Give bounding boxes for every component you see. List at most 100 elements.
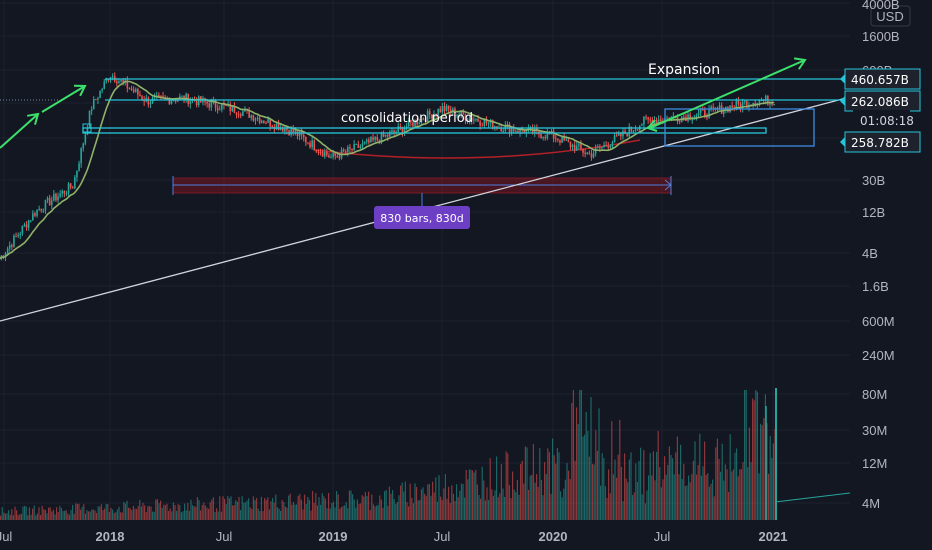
volume-bar: [291, 504, 293, 520]
candle: [29, 220, 32, 223]
volume-bar: [161, 507, 163, 520]
volume-bar: [692, 460, 694, 520]
candle: [137, 87, 139, 99]
price-tag: 01:08:18: [853, 110, 914, 130]
volume-bar: [246, 500, 248, 520]
candle-body: [512, 128, 515, 132]
candle: [162, 91, 164, 98]
candle-body: [470, 117, 473, 121]
candle-body: [376, 137, 379, 141]
candle: [582, 148, 584, 157]
volume-bar: [451, 485, 453, 520]
candle: [741, 98, 744, 113]
volume-bar: [508, 485, 510, 520]
candle: [313, 139, 316, 151]
candle: [578, 142, 580, 150]
volume-bar: [704, 441, 706, 520]
volume-bar: [54, 514, 56, 520]
volume-bar: [446, 498, 448, 520]
volume-bar: [473, 472, 475, 520]
candle-body: [50, 200, 53, 206]
currency-box[interactable]: [870, 5, 911, 27]
volume-bar: [353, 499, 355, 520]
volume-bar: [654, 480, 656, 520]
candle: [613, 133, 616, 143]
candle-body: [84, 134, 87, 144]
candle: [557, 138, 559, 143]
volume-bar: [307, 496, 309, 520]
candle-body: [559, 140, 561, 143]
volume-bar: [152, 511, 154, 520]
candle-body: [609, 145, 612, 148]
candle: [601, 146, 603, 150]
volume-bar: [73, 513, 75, 520]
volume-bar: [651, 475, 653, 520]
candle-body: [481, 125, 484, 127]
volume-bar: [308, 499, 310, 520]
candle: [82, 142, 85, 152]
candle-body: [412, 122, 414, 127]
volume-bar: [368, 491, 370, 520]
volume-bar: [628, 459, 630, 520]
volume-bar: [265, 500, 267, 520]
candle-body: [683, 116, 685, 118]
candle-body: [46, 198, 49, 200]
candle: [468, 114, 471, 125]
countdown-box: [853, 110, 910, 130]
volume-bar: [179, 505, 181, 520]
volume-bar: [480, 498, 482, 520]
candle: [84, 131, 87, 146]
price-tag: 460.657B: [840, 68, 921, 90]
volume-bar: [182, 511, 184, 520]
volume-bar: [169, 508, 171, 520]
volume-bar: [206, 507, 208, 520]
volume-bar: [81, 506, 83, 520]
volume-bar: [38, 507, 40, 520]
volume-bar: [113, 513, 115, 520]
candle-body: [605, 144, 607, 146]
volume-bar: [672, 458, 674, 520]
candle: [229, 101, 232, 116]
candle-body: [286, 128, 288, 131]
volume-bar: [144, 505, 146, 520]
candle-body: [546, 132, 549, 139]
price-tag: 258.782B: [840, 131, 921, 153]
volume-bar: [273, 502, 275, 520]
candle-body: [206, 101, 208, 104]
volume-bar: [264, 497, 266, 520]
volume-bar: [225, 504, 227, 520]
volume-bar: [120, 512, 122, 520]
candle-body: [63, 190, 66, 194]
candle-body: [4, 253, 7, 258]
candle: [643, 116, 645, 129]
volume-bar: [604, 486, 606, 520]
candle-body: [116, 81, 118, 84]
volume-bar: [512, 471, 514, 520]
candle: [74, 175, 76, 190]
candle: [502, 128, 505, 133]
candle-body: [439, 108, 442, 113]
candle-body: [76, 170, 78, 178]
candle: [636, 128, 639, 131]
volume-bar: [550, 493, 552, 520]
volume-bar: [411, 497, 413, 520]
expansion-box: [664, 108, 815, 147]
candle-body: [615, 135, 618, 137]
volume-bar: [585, 411, 587, 520]
candle: [233, 102, 236, 114]
volume-bar: [723, 480, 725, 520]
volume-bar: [385, 490, 387, 520]
volume-bar: [515, 492, 517, 520]
volume-bar: [299, 494, 301, 520]
candle: [239, 112, 242, 119]
candle: [254, 117, 257, 125]
volume-bar: [193, 506, 195, 520]
volume-bar: [177, 504, 179, 520]
candle: [38, 205, 40, 211]
volume-bar: [747, 467, 749, 520]
volume-bar: [393, 499, 395, 520]
candle-body: [302, 134, 305, 138]
candle: [76, 170, 78, 182]
candle: [353, 139, 355, 151]
volume-bar: [713, 496, 715, 520]
